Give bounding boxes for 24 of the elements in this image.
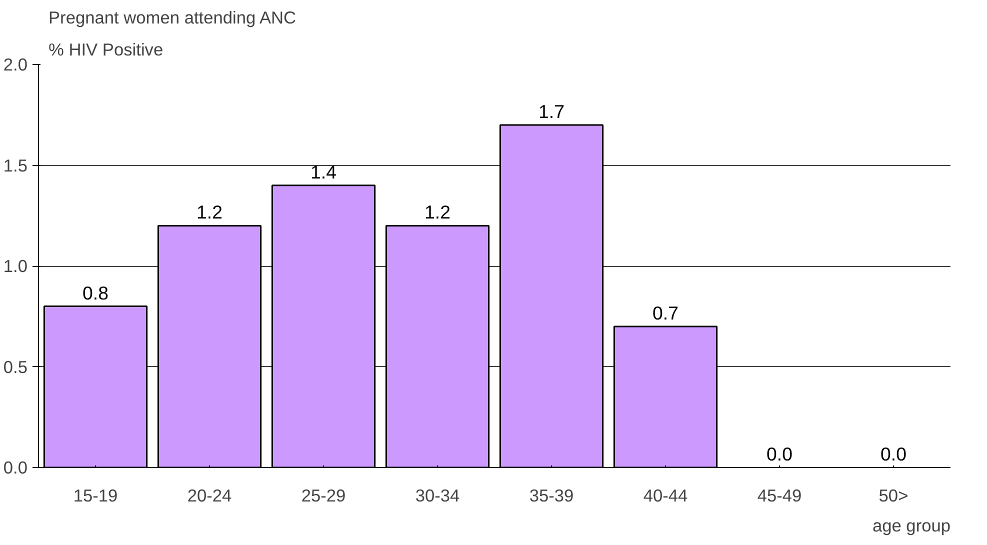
x-tick-label: 45-49 xyxy=(757,486,802,506)
y-tick-label: 0.0 xyxy=(3,458,28,478)
y-tick-label: 2.0 xyxy=(3,54,28,74)
data-label: 0.0 xyxy=(880,444,906,464)
x-tick-label: 20-24 xyxy=(187,486,232,506)
y-tick-label: 1.5 xyxy=(3,155,28,176)
chart-title: Pregnant women attending ANC xyxy=(48,8,296,28)
data-label: 0.7 xyxy=(652,302,678,324)
data-label: 0.8 xyxy=(82,282,108,304)
y-tick-label: 0.5 xyxy=(3,356,28,377)
x-tick-label: 15-19 xyxy=(73,486,118,506)
x-tick-label: 30-34 xyxy=(415,486,460,506)
y-tick-label: 1.0 xyxy=(3,256,28,276)
x-tick-label: 35-39 xyxy=(529,486,574,506)
data-label: 1.4 xyxy=(310,161,336,182)
x-tick-label: 25-29 xyxy=(301,486,346,506)
data-label: 1.7 xyxy=(538,100,564,122)
x-axis-title: age group xyxy=(872,516,951,536)
x-tick-label: 40-44 xyxy=(643,486,688,506)
x-tick-label: 50> xyxy=(878,486,908,506)
data-label: 1.2 xyxy=(196,202,222,223)
data-label: 1.2 xyxy=(424,202,450,223)
y-axis-title: % HIV Positive xyxy=(48,40,164,60)
data-label: 0.0 xyxy=(766,444,792,464)
